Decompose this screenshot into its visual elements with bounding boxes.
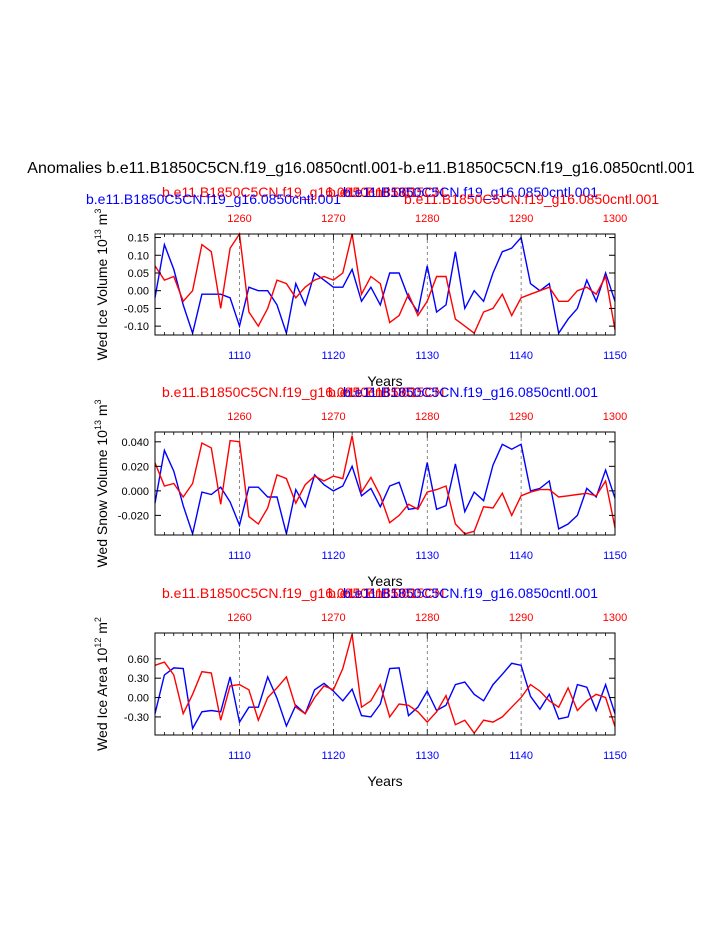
y-tick-label: 0.15 bbox=[128, 233, 149, 245]
x-tick-label-top: 1300 bbox=[603, 213, 627, 225]
x-tick-label-bottom: 1150 bbox=[603, 750, 627, 762]
series-line-blue bbox=[154, 235, 616, 336]
y-tick-label: 0.05 bbox=[128, 268, 149, 280]
y-tick-label: 0.020 bbox=[121, 461, 149, 473]
x-tick-label-top: 1270 bbox=[321, 612, 345, 624]
x-tick-label-top: 1270 bbox=[321, 213, 345, 225]
top-label-left-blue: b.e11.B1850C5CN.f19_g16.0850cntl.001 bbox=[86, 191, 341, 207]
chart-panel-3: -0.30 0.00 0.30 0.60 1110 1120 1130 1140 1150 126… bbox=[93, 585, 627, 789]
top-label-mid-red: b.e11.B1850C5CN bbox=[328, 384, 444, 400]
x-axis-label: Years bbox=[367, 373, 402, 389]
y-tick-label: 0.040 bbox=[121, 437, 149, 449]
plot-frame bbox=[154, 632, 616, 736]
x-tick-label-top: 1270 bbox=[321, 411, 345, 423]
plot-frame bbox=[154, 233, 616, 336]
y-axis-label: Wed Snow Volume 1013 m3 bbox=[93, 399, 110, 567]
x-tick-label-top: 1260 bbox=[227, 411, 251, 423]
top-label-right-blue: b.e11.B1850C5CN.f19_g16.0850cntl.001 bbox=[343, 184, 598, 200]
top-label-left-red: b.e11.B1850C5CN.f19_g16.0850cntl.001 bbox=[162, 384, 417, 400]
plot-frame bbox=[154, 431, 616, 536]
series-line-red bbox=[154, 634, 616, 735]
x-tick-label-bottom: 1130 bbox=[415, 350, 439, 362]
y-tick-label: 0.00 bbox=[128, 693, 149, 705]
series-line-red bbox=[154, 435, 616, 535]
y-tick-label: -0.30 bbox=[124, 712, 149, 724]
x-tick-label-bottom: 1110 bbox=[228, 350, 251, 362]
x-tick-label-top: 1280 bbox=[415, 411, 439, 423]
x-tick-label-bottom: 1120 bbox=[322, 550, 346, 562]
x-tick-label-bottom: 1150 bbox=[603, 350, 627, 362]
y-tick-label: 0.00 bbox=[128, 286, 149, 298]
y-tick-label: 0.000 bbox=[121, 486, 149, 498]
top-label-right-red: b.e11.B1850C5CN.f19_g16.0850cntl.001 bbox=[404, 191, 659, 207]
x-tick-label-top: 1260 bbox=[227, 612, 251, 624]
top-label-mid-red: b.e11.B1850C5CN bbox=[328, 184, 444, 200]
x-tick-label-top: 1290 bbox=[509, 213, 533, 225]
top-label-right-blue: b.e11.B1850C5CN.f19_g16.0850cntl.001 bbox=[343, 384, 598, 400]
x-tick-label-top: 1260 bbox=[227, 213, 251, 225]
x-tick-label-top: 1300 bbox=[603, 612, 627, 624]
chart-panel-2: -0.020 0.000 0.020 0.040 1110 1120 1130 1140 115… bbox=[93, 384, 627, 589]
top-label-mid-red: b.e11.B1850C5CN bbox=[328, 585, 444, 601]
x-axis-label: Years bbox=[367, 773, 402, 789]
x-tick-label-top: 1280 bbox=[415, 213, 439, 225]
top-label-left-red: b.e11.B1850C5CN.f19_g16.0850cntl.001 bbox=[162, 585, 417, 601]
y-tick-label: 0.30 bbox=[128, 673, 149, 685]
y-axis-label: Wed Ice Area 1012 m2 bbox=[93, 617, 110, 751]
x-tick-label-bottom: 1130 bbox=[415, 550, 439, 562]
x-axis-label: Years bbox=[367, 573, 402, 589]
y-tick-label: -0.10 bbox=[124, 321, 149, 333]
x-tick-label-bottom: 1140 bbox=[509, 550, 533, 562]
series-line-red bbox=[154, 232, 616, 335]
y-tick-label: 0.60 bbox=[128, 654, 149, 666]
y-tick-label: -0.05 bbox=[124, 303, 149, 315]
top-label-right-blue: b.e11.B1850C5CN.f19_g16.0850cntl.001 bbox=[343, 585, 598, 601]
chart-panel-1: -0.10 -0.05 0.00 0.05 0.10 0.15 1110 1120 1130 11… bbox=[86, 184, 659, 389]
y-tick-label: -0.020 bbox=[118, 510, 149, 522]
x-tick-label-bottom: 1110 bbox=[228, 750, 251, 762]
x-tick-label-bottom: 1150 bbox=[603, 550, 627, 562]
x-tick-label-bottom: 1120 bbox=[322, 750, 346, 762]
x-tick-label-bottom: 1110 bbox=[228, 550, 251, 562]
x-tick-label-bottom: 1130 bbox=[415, 750, 439, 762]
series-line-blue bbox=[154, 662, 616, 731]
x-tick-label-bottom: 1120 bbox=[322, 350, 346, 362]
x-tick-label-top: 1280 bbox=[415, 612, 439, 624]
x-tick-label-top: 1290 bbox=[509, 411, 533, 423]
x-tick-label-top: 1300 bbox=[603, 411, 627, 423]
y-axis-label: Wed Ice Volume 1013 m3 bbox=[93, 209, 110, 361]
x-tick-label-top: 1290 bbox=[509, 612, 533, 624]
x-tick-label-bottom: 1140 bbox=[509, 750, 533, 762]
top-label-left-red: b.e11.B1850C5CN.f19_g16.0850cntl.001 bbox=[162, 184, 417, 200]
series-line-blue bbox=[154, 443, 616, 537]
y-tick-label: 0.10 bbox=[128, 250, 149, 262]
page-title: Anomalies b.e11.B1850C5CN.f19_g16.0850cn… bbox=[27, 160, 695, 177]
x-tick-label-bottom: 1140 bbox=[509, 350, 533, 362]
